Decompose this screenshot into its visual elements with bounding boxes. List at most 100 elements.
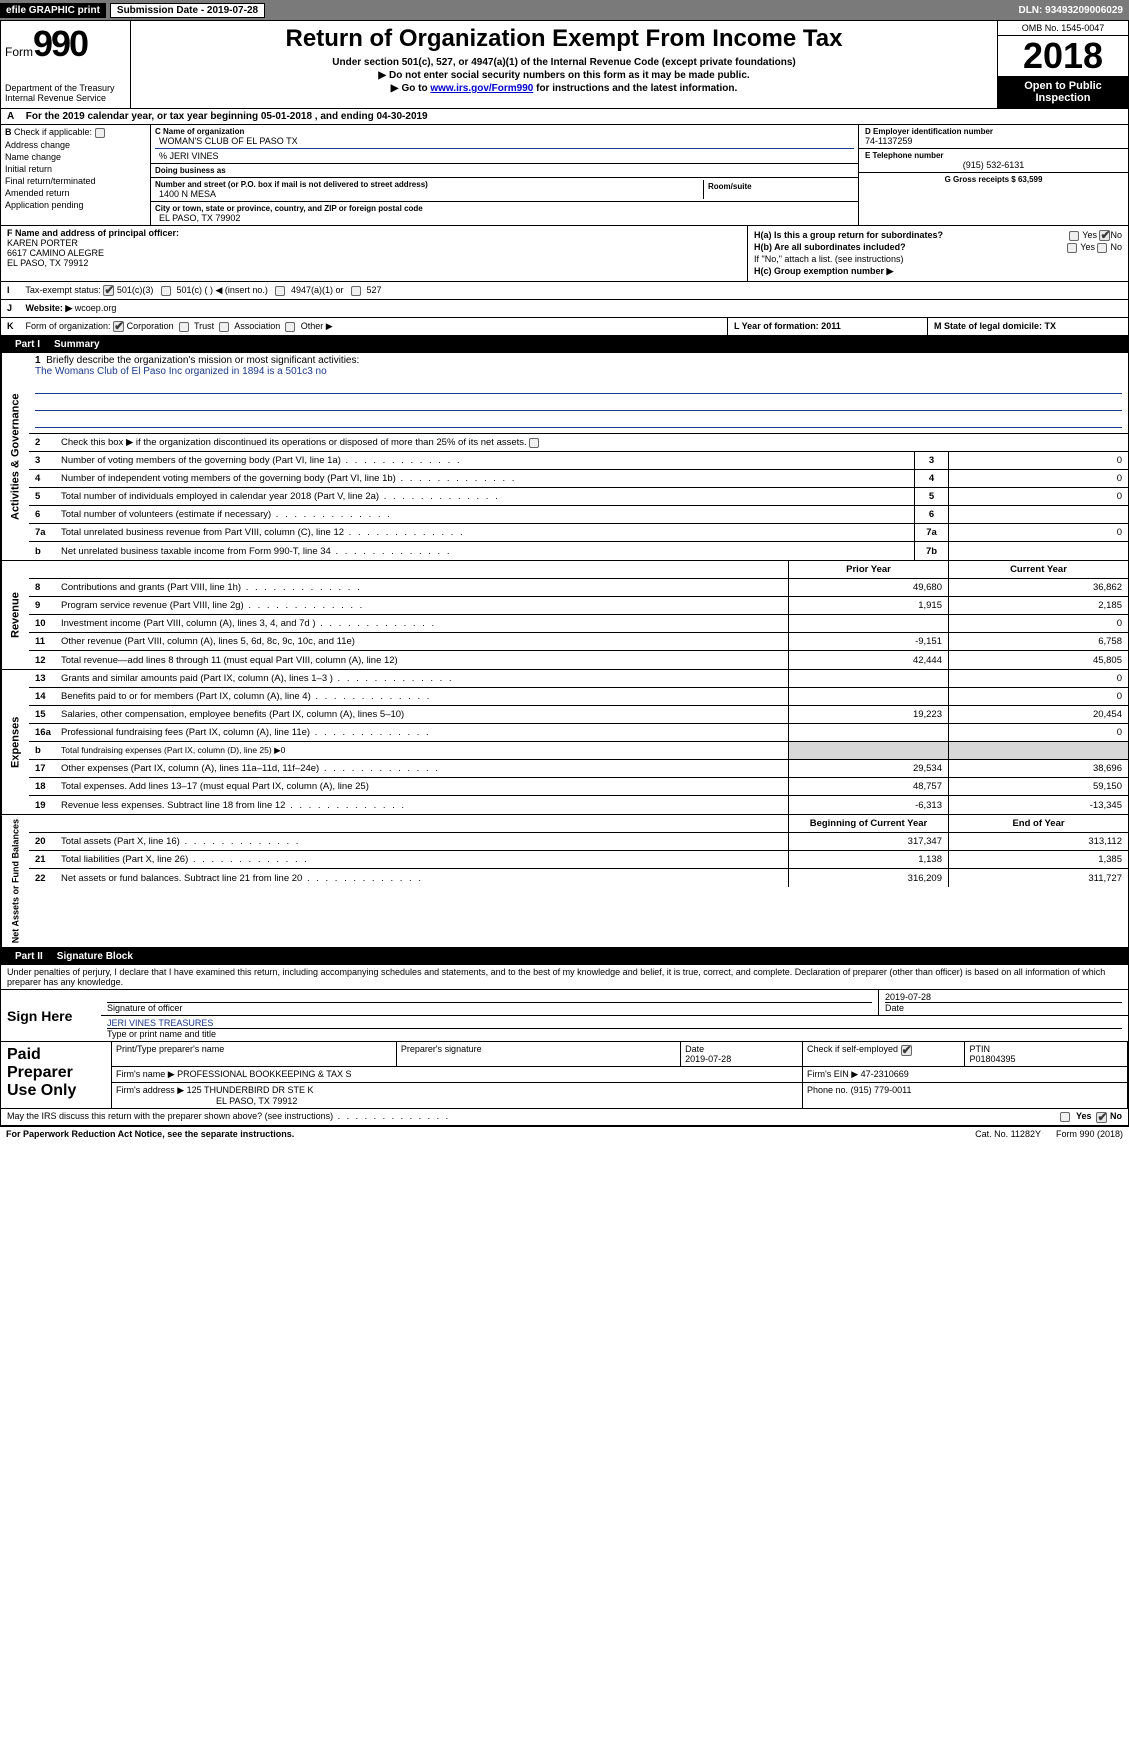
irs-label: Internal Revenue Service [5,93,126,103]
website-value: wcoep.org [75,303,117,313]
signature-block: Under penalties of perjury, I declare th… [1,965,1128,1125]
line-22: Net assets or fund balances. Subtract li… [57,871,788,886]
527-checkbox[interactable] [351,286,361,296]
line-7b: Net unrelated business taxable income fr… [57,544,914,559]
paid-preparer-label: Paid Preparer Use Only [1,1042,111,1108]
opt-application-pending: Application pending [5,200,146,210]
efile-label: efile GRAPHIC print [0,3,106,18]
line-12: Total revenue—add lines 8 through 11 (mu… [57,653,788,668]
discuss-row: May the IRS discuss this return with the… [1,1109,1128,1125]
form-ref: Form 990 (2018) [1056,1129,1123,1139]
part2-label: Part II [7,950,51,963]
line2-checkbox[interactable] [529,438,539,448]
line-2: Check this box ▶ if the organization dis… [57,435,1128,450]
prep-date: 2019-07-28 [685,1054,798,1064]
part1-title: Summary [54,339,100,350]
phone-label: E Telephone number [865,151,1122,160]
line-18: Total expenses. Add lines 13–17 (must eq… [57,779,788,794]
trust-checkbox[interactable] [179,322,189,332]
corp-checkbox[interactable] [113,321,124,332]
checkbox-icon[interactable] [95,128,105,138]
signer-name: JERI VINES TREASURES [107,1018,1122,1028]
line-7a-val: 0 [948,524,1128,541]
firm-ein-label: Firm's EIN ▶ [807,1069,858,1079]
ha-label: H(a) Is this a group return for subordin… [754,230,943,240]
lead-i: I [7,285,23,295]
part2-title: Signature Block [57,951,133,962]
address-label: Number and street (or P.O. box if mail i… [155,180,703,189]
4947-checkbox[interactable] [275,286,285,296]
room-label: Room/suite [708,182,850,191]
line-6: Total number of volunteers (estimate if … [57,507,914,522]
dept-treasury: Department of the Treasury [5,83,126,93]
ptin-value: P01804395 [969,1054,1123,1064]
opt-amended-return: Amended return [5,188,146,198]
form-number-box: Form990 Department of the Treasury Inter… [1,21,131,108]
discuss-yes-checkbox[interactable] [1060,1112,1070,1122]
title-box: Return of Organization Exempt From Incom… [131,21,998,108]
care-of: % JERI VINES [155,151,854,161]
opt-initial-return: Initial return [5,164,146,174]
501c3-checkbox[interactable] [103,285,114,296]
subtitle-3-post: for instructions and the latest informat… [533,83,737,94]
tax-year: 2018 [998,36,1128,76]
form-footer: For Paperwork Reduction Act Notice, see … [0,1127,1129,1141]
form-number: 990 [33,23,87,64]
cat-no: Cat. No. 11282Y [975,1129,1041,1139]
firm-name: PROFESSIONAL BOOKKEEPING & TAX S [177,1069,351,1079]
opt-name-change: Name change [5,152,146,162]
line-13: Grants and similar amounts paid (Part IX… [57,671,788,686]
line-9: Program service revenue (Part VIII, line… [57,598,788,613]
form-title: Return of Organization Exempt From Incom… [139,25,989,53]
state-domicile: M State of legal domicile: TX [934,321,1056,331]
line-20: Total assets (Part X, line 16) [57,834,788,849]
discuss-no-checkbox[interactable] [1096,1112,1107,1123]
phone-value: (915) 532-6131 [865,160,1122,170]
line-16b: Total fundraising expenses (Part IX, col… [57,743,788,758]
dba-label: Doing business as [155,166,854,175]
501c-checkbox[interactable] [161,286,171,296]
form-org-label: Form of organization: [26,321,111,331]
line-21: Total liabilities (Part X, line 26) [57,852,788,867]
lead-j: J [7,303,23,313]
hb-yes-checkbox[interactable] [1067,243,1077,253]
firm-addr1: 125 THUNDERBIRD DR STE K [187,1085,314,1095]
f-label: F Name and address of principal officer: [7,228,179,238]
self-employed-checkbox[interactable] [901,1045,912,1056]
ptin-label: PTIN [969,1044,1123,1054]
ha-no-checkbox[interactable] [1099,230,1110,241]
row-a-text: For the 2019 calendar year, or tax year … [26,111,428,122]
line-5: Total number of individuals employed in … [57,489,914,504]
opt-final-return: Final return/terminated [5,176,146,186]
year-box: OMB No. 1545-0047 2018 Open to Public In… [998,21,1128,108]
signature-officer-label: Signature of officer [107,1003,872,1013]
tax-exempt-label: Tax-exempt status: [25,285,101,295]
part1-header: Part I Summary [1,336,1128,353]
submission-date: Submission Date - 2019-07-28 [110,3,265,18]
subtitle-1: Under section 501(c), 527, or 4947(a)(1)… [139,57,989,68]
line-14: Benefits paid to or for members (Part IX… [57,689,788,704]
line-10: Investment income (Part VIII, column (A)… [57,616,788,631]
assoc-checkbox[interactable] [219,322,229,332]
lead-b: B [5,127,12,137]
revenue-tab: Revenue [1,561,29,669]
self-employed-label: Check if self-employed [807,1044,898,1054]
line-5-val: 0 [948,488,1128,505]
irs-link[interactable]: www.irs.gov/Form990 [430,83,533,94]
city-value: EL PASO, TX 79902 [155,213,854,223]
line-7b-val [948,542,1128,560]
prior-year-header: Prior Year [788,561,948,578]
line-11: Other revenue (Part VIII, column (A), li… [57,634,788,649]
sign-here-label: Sign Here [1,990,101,1041]
firm-ein: 47-2310669 [861,1069,909,1079]
hb-no-checkbox[interactable] [1097,243,1107,253]
prep-date-label: Date [685,1044,798,1054]
ha-yes-checkbox[interactable] [1069,231,1079,241]
check-if-applicable: Check if applicable: [14,127,92,137]
year-formation: L Year of formation: 2011 [734,321,841,331]
firm-phone: (915) 779-0011 [851,1085,912,1095]
mission-text: The Womans Club of El Paso Inc organized… [35,366,1122,377]
end-year-header: End of Year [948,815,1128,832]
other-checkbox[interactable] [285,322,295,332]
discuss-text: May the IRS discuss this return with the… [7,1111,450,1122]
